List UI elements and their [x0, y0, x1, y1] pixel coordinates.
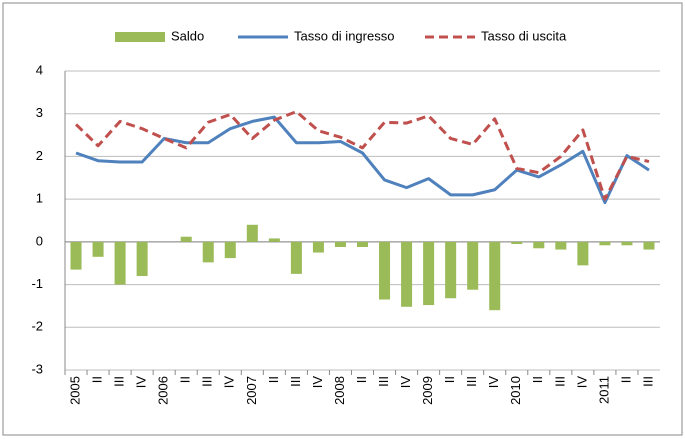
bar	[180, 236, 192, 242]
bar	[643, 241, 655, 250]
bar	[356, 241, 369, 247]
legend-label: Tasso di ingresso	[294, 28, 394, 43]
bar	[555, 241, 567, 250]
bar	[92, 241, 104, 257]
x-tick-label: II	[354, 376, 369, 383]
bar	[599, 241, 611, 246]
y-tick-label: -1	[31, 276, 43, 291]
x-tick-label: IV	[398, 376, 413, 389]
y-tick-label: 1	[36, 191, 43, 206]
bar	[621, 241, 633, 246]
x-tick-label: III	[640, 376, 655, 387]
x-tick-label: 2006	[156, 376, 171, 405]
bar	[511, 241, 523, 244]
y-tick-label: 4	[36, 62, 43, 77]
bar	[136, 241, 148, 277]
x-tick-label: IV	[134, 376, 149, 389]
x-tick-label: II	[266, 376, 281, 383]
x-tick-label: IV	[222, 376, 237, 389]
bar	[401, 241, 413, 307]
y-tick-label: 3	[36, 105, 43, 120]
bar	[489, 241, 501, 311]
line	[75, 115, 650, 205]
x-tick-label: II	[178, 376, 193, 383]
x-tick-label: IV	[310, 376, 325, 389]
x-tick-label: II	[89, 376, 104, 383]
y-tick-label: 0	[36, 233, 43, 248]
legend-label: Saldo	[171, 28, 204, 43]
x-tick-label: 2008	[332, 376, 347, 405]
bar	[70, 241, 82, 270]
x-tick-label: III	[200, 376, 215, 387]
bar	[533, 241, 545, 249]
x-tick-label: 2007	[244, 376, 259, 405]
bar	[423, 241, 435, 306]
bar	[334, 241, 346, 247]
y-tick-label: -3	[31, 361, 43, 376]
bar	[114, 241, 126, 285]
x-tick-label: IV	[486, 376, 501, 389]
bar	[224, 241, 236, 259]
x-tick-label: 2010	[508, 376, 523, 405]
bar	[379, 241, 391, 300]
bar	[445, 241, 457, 299]
bar	[202, 241, 214, 263]
x-tick-label: II	[530, 376, 545, 383]
x-tick-label: III	[112, 376, 127, 387]
y-tick-label: 2	[36, 148, 43, 163]
x-tick-label: III	[552, 376, 567, 387]
x-tick-label: III	[288, 376, 303, 387]
bar	[246, 224, 258, 242]
bar	[268, 238, 280, 242]
x-tick-label: 2009	[420, 376, 435, 405]
bar	[312, 241, 324, 253]
x-tick-label: III	[464, 376, 479, 387]
line	[74, 110, 650, 201]
bar	[467, 241, 479, 290]
legend-swatch	[115, 32, 165, 42]
legend-label: Tasso di uscita	[481, 28, 567, 43]
y-tick-label: -2	[31, 319, 43, 334]
bar	[577, 241, 589, 266]
x-tick-label: 2005	[67, 376, 82, 405]
x-tick-label: 2011	[596, 376, 611, 404]
x-tick-label: III	[376, 376, 391, 387]
bar	[290, 241, 302, 274]
x-tick-label: IV	[574, 376, 589, 389]
x-tick-label: II	[442, 376, 457, 383]
x-tick-label: II	[618, 376, 633, 383]
